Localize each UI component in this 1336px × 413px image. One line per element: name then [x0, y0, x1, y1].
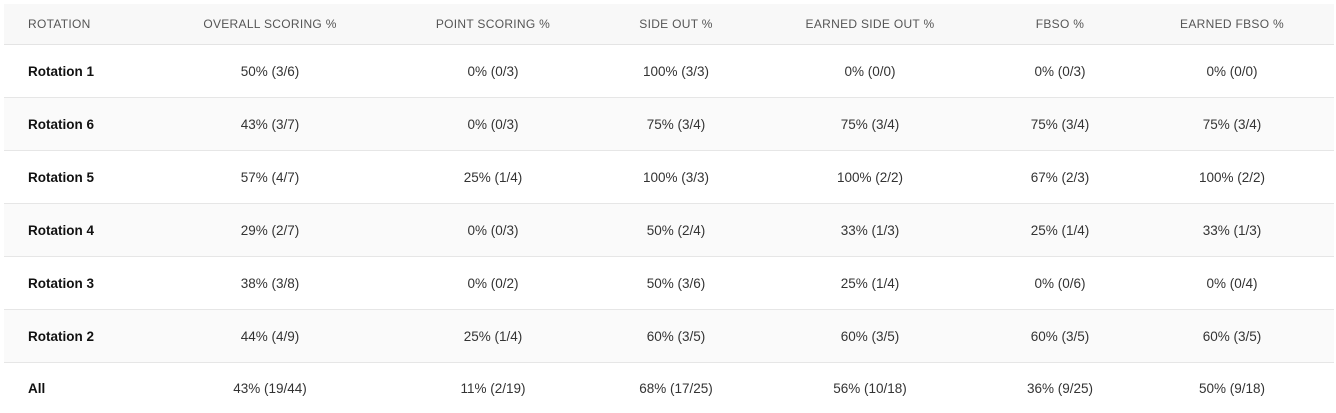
- table-cell: 50% (3/6): [602, 257, 750, 310]
- table-cell: 36% (9/25): [990, 363, 1130, 413]
- table-cell: 100% (2/2): [1130, 151, 1334, 204]
- rotation-name-cell: Rotation 6: [4, 98, 156, 151]
- rotation-name-cell: Rotation 2: [4, 310, 156, 363]
- table-cell: 44% (4/9): [156, 310, 384, 363]
- table-cell: 0% (0/3): [384, 98, 602, 151]
- rotation-name-cell: Rotation 4: [4, 204, 156, 257]
- table-cell: 0% (0/4): [1130, 257, 1334, 310]
- table-cell: 60% (3/5): [602, 310, 750, 363]
- table-cell: 25% (1/4): [990, 204, 1130, 257]
- table-row: Rotation 5 57% (4/7) 25% (1/4) 100% (3/3…: [4, 151, 1334, 204]
- table-cell: 75% (3/4): [1130, 98, 1334, 151]
- column-header-overall-scoring[interactable]: OVERALL SCORING %: [156, 4, 384, 45]
- table-cell: 0% (0/6): [990, 257, 1130, 310]
- table-cell: 50% (3/6): [156, 45, 384, 98]
- table-cell: 57% (4/7): [156, 151, 384, 204]
- column-header-fbso[interactable]: FBSO %: [990, 4, 1130, 45]
- table-cell: 75% (3/4): [750, 98, 990, 151]
- table-cell: 100% (3/3): [602, 151, 750, 204]
- totals-row: All 43% (19/44) 11% (2/19) 68% (17/25) 5…: [4, 363, 1334, 413]
- table-cell: 0% (0/0): [1130, 45, 1334, 98]
- table-cell: 0% (0/2): [384, 257, 602, 310]
- table-cell: 0% (0/3): [384, 45, 602, 98]
- table-cell: 100% (2/2): [750, 151, 990, 204]
- table-cell: 60% (3/5): [750, 310, 990, 363]
- table-cell: 75% (3/4): [990, 98, 1130, 151]
- table-cell: 60% (3/5): [1130, 310, 1334, 363]
- rotation-stats-table: ROTATION OVERALL SCORING % POINT SCORING…: [4, 4, 1334, 413]
- column-header-earned-side-out[interactable]: EARNED SIDE OUT %: [750, 4, 990, 45]
- table-cell: 68% (17/25): [602, 363, 750, 413]
- column-header-earned-fbso[interactable]: EARNED FBSO %: [1130, 4, 1334, 45]
- column-header-point-scoring[interactable]: POINT SCORING %: [384, 4, 602, 45]
- table-row: Rotation 6 43% (3/7) 0% (0/3) 75% (3/4) …: [4, 98, 1334, 151]
- rotation-stats-table-container: ROTATION OVERALL SCORING % POINT SCORING…: [4, 4, 1334, 413]
- table-row: Rotation 4 29% (2/7) 0% (0/3) 50% (2/4) …: [4, 204, 1334, 257]
- table-cell: 43% (19/44): [156, 363, 384, 413]
- table-cell: 56% (10/18): [750, 363, 990, 413]
- table-cell: 75% (3/4): [602, 98, 750, 151]
- table-cell: 0% (0/3): [384, 204, 602, 257]
- table-cell: 100% (3/3): [602, 45, 750, 98]
- rotation-name-cell: All: [4, 363, 156, 413]
- rotation-name-cell: Rotation 3: [4, 257, 156, 310]
- table-cell: 33% (1/3): [1130, 204, 1334, 257]
- table-cell: 25% (1/4): [384, 310, 602, 363]
- table-cell: 38% (3/8): [156, 257, 384, 310]
- column-header-rotation[interactable]: ROTATION: [4, 4, 156, 45]
- table-cell: 25% (1/4): [384, 151, 602, 204]
- rotation-name-cell: Rotation 1: [4, 45, 156, 98]
- table-row: Rotation 1 50% (3/6) 0% (0/3) 100% (3/3)…: [4, 45, 1334, 98]
- table-row: Rotation 3 38% (3/8) 0% (0/2) 50% (3/6) …: [4, 257, 1334, 310]
- table-cell: 50% (2/4): [602, 204, 750, 257]
- table-cell: 25% (1/4): [750, 257, 990, 310]
- table-cell: 67% (2/3): [990, 151, 1130, 204]
- table-cell: 50% (9/18): [1130, 363, 1334, 413]
- column-header-side-out[interactable]: SIDE OUT %: [602, 4, 750, 45]
- table-cell: 43% (3/7): [156, 98, 384, 151]
- table-cell: 11% (2/19): [384, 363, 602, 413]
- table-cell: 29% (2/7): [156, 204, 384, 257]
- table-row: Rotation 2 44% (4/9) 25% (1/4) 60% (3/5)…: [4, 310, 1334, 363]
- header-row: ROTATION OVERALL SCORING % POINT SCORING…: [4, 4, 1334, 45]
- table-cell: 0% (0/0): [750, 45, 990, 98]
- table-cell: 33% (1/3): [750, 204, 990, 257]
- table-cell: 60% (3/5): [990, 310, 1130, 363]
- rotation-name-cell: Rotation 5: [4, 151, 156, 204]
- table-cell: 0% (0/3): [990, 45, 1130, 98]
